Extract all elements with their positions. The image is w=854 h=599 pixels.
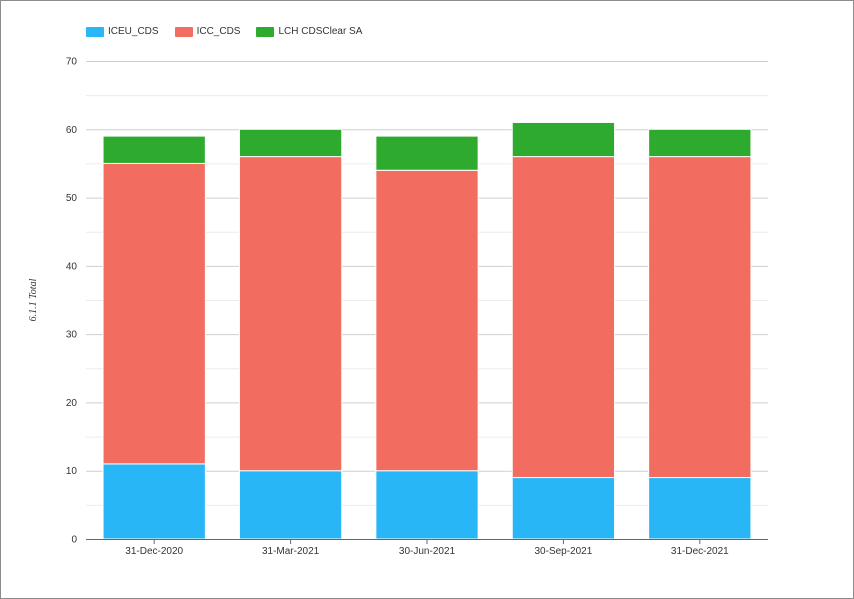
bar-segment-lch-cdsclear-sa-0[interactable] <box>102 135 206 164</box>
bar-segment-icc-cds-4[interactable] <box>648 156 752 479</box>
y-tick-label: 40 <box>66 261 78 272</box>
x-tick-label: 30-Jun-2021 <box>399 546 456 557</box>
bar-segment-iceu-cds-2[interactable] <box>375 470 479 540</box>
x-tick-label: 31-Mar-2021 <box>262 546 320 557</box>
x-tick-label: 31-Dec-2021 <box>671 546 729 557</box>
legend-label: LCH CDSClear SA <box>278 26 363 37</box>
y-tick-label: 50 <box>66 193 78 204</box>
y-tick-label: 70 <box>66 57 78 68</box>
y-tick-label: 60 <box>66 125 78 136</box>
bar-segment-icc-cds-2[interactable] <box>375 169 479 472</box>
bar-segment-lch-cdsclear-sa-1[interactable] <box>238 128 343 158</box>
bar-segment-icc-cds-3[interactable] <box>511 156 616 479</box>
legend-item-1[interactable]: ICC_CDS <box>174 26 241 37</box>
y-tick-label: 10 <box>66 466 78 477</box>
legend-item-2[interactable]: LCH CDSClear SA <box>256 26 362 37</box>
bar-segment-iceu-cds-0[interactable] <box>102 463 206 540</box>
x-tick-label: 30-Sep-2021 <box>534 546 592 557</box>
bar-segment-iceu-cds-3[interactable] <box>511 477 616 540</box>
bar-segment-lch-cdsclear-sa-3[interactable] <box>511 121 616 158</box>
bar-segment-iceu-cds-4[interactable] <box>648 477 752 540</box>
legend: ICEU_CDS ICC_CDS LCH CDSClear SA <box>86 26 362 37</box>
legend-swatch <box>256 26 275 37</box>
y-axis-label: 6.1.1 Total <box>28 278 39 321</box>
legend-swatch <box>86 26 104 37</box>
bar-segment-lch-cdsclear-sa-2[interactable] <box>375 135 479 171</box>
legend-item-0[interactable]: ICEU_CDS <box>86 26 159 37</box>
y-tick-label: 20 <box>66 398 78 409</box>
bar-segment-lch-cdsclear-sa-4[interactable] <box>648 128 752 158</box>
x-tick-label: 31-Dec-2020 <box>125 546 183 557</box>
bar-segment-iceu-cds-1[interactable] <box>238 470 343 540</box>
y-tick-label: 0 <box>71 535 77 546</box>
legend-swatch <box>174 26 193 37</box>
legend-label: ICEU_CDS <box>108 26 159 37</box>
bar-segment-icc-cds-0[interactable] <box>102 162 206 465</box>
legend-label: ICC_CDS <box>196 26 241 37</box>
y-tick-label: 30 <box>66 330 78 341</box>
bar-segment-icc-cds-1[interactable] <box>238 156 343 472</box>
